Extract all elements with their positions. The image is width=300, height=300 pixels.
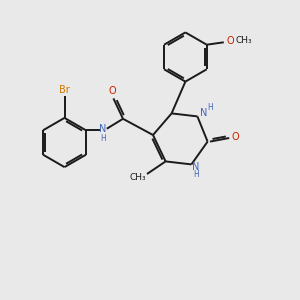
Text: CH₃: CH₃ [236,36,252,45]
Text: O: O [226,35,234,46]
Text: O: O [232,132,240,142]
Text: N: N [99,124,106,134]
Text: O: O [109,86,117,96]
Text: CH₃: CH₃ [129,172,146,182]
Text: H: H [207,103,213,112]
Text: Br: Br [59,85,70,95]
Text: H: H [100,134,106,143]
Text: N: N [200,108,208,118]
Text: N: N [192,162,200,172]
Text: H: H [193,169,199,178]
